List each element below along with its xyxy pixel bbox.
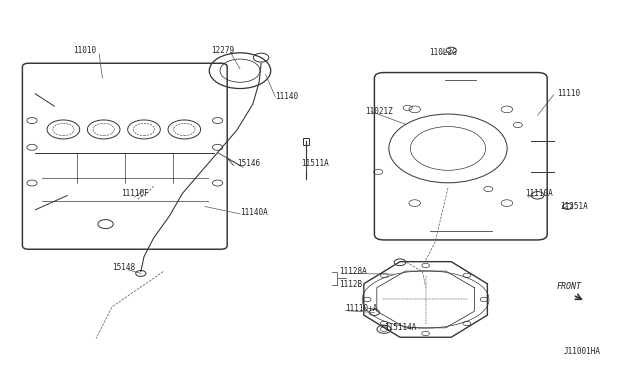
Text: 11511A: 11511A: [301, 159, 328, 168]
Text: 11140A: 11140A: [240, 208, 268, 217]
Circle shape: [212, 144, 223, 150]
Text: 11128A: 11128A: [339, 267, 367, 276]
Text: 11140: 11140: [275, 92, 298, 101]
Text: 11110: 11110: [557, 89, 580, 97]
Circle shape: [27, 180, 37, 186]
Circle shape: [27, 118, 37, 124]
Text: 11110+A: 11110+A: [346, 304, 378, 313]
Text: 1112B: 1112B: [339, 280, 362, 289]
Text: J11001HA: J11001HA: [563, 347, 600, 356]
Circle shape: [27, 144, 37, 150]
Text: 11110F: 11110F: [122, 189, 149, 198]
Text: 11251A: 11251A: [560, 202, 588, 211]
Text: 11010: 11010: [74, 46, 97, 55]
Text: 12279: 12279: [211, 46, 234, 55]
Text: FRONT: FRONT: [557, 282, 582, 291]
Text: 11110A: 11110A: [525, 189, 552, 198]
Circle shape: [212, 118, 223, 124]
Circle shape: [212, 180, 223, 186]
Text: 15146: 15146: [237, 159, 260, 168]
Text: 15148: 15148: [112, 263, 135, 272]
Text: 110L2G: 110L2G: [429, 48, 456, 57]
Bar: [303, 138, 309, 145]
Text: 11021Z: 11021Z: [365, 107, 392, 116]
Text: 115114A: 115114A: [384, 323, 417, 332]
